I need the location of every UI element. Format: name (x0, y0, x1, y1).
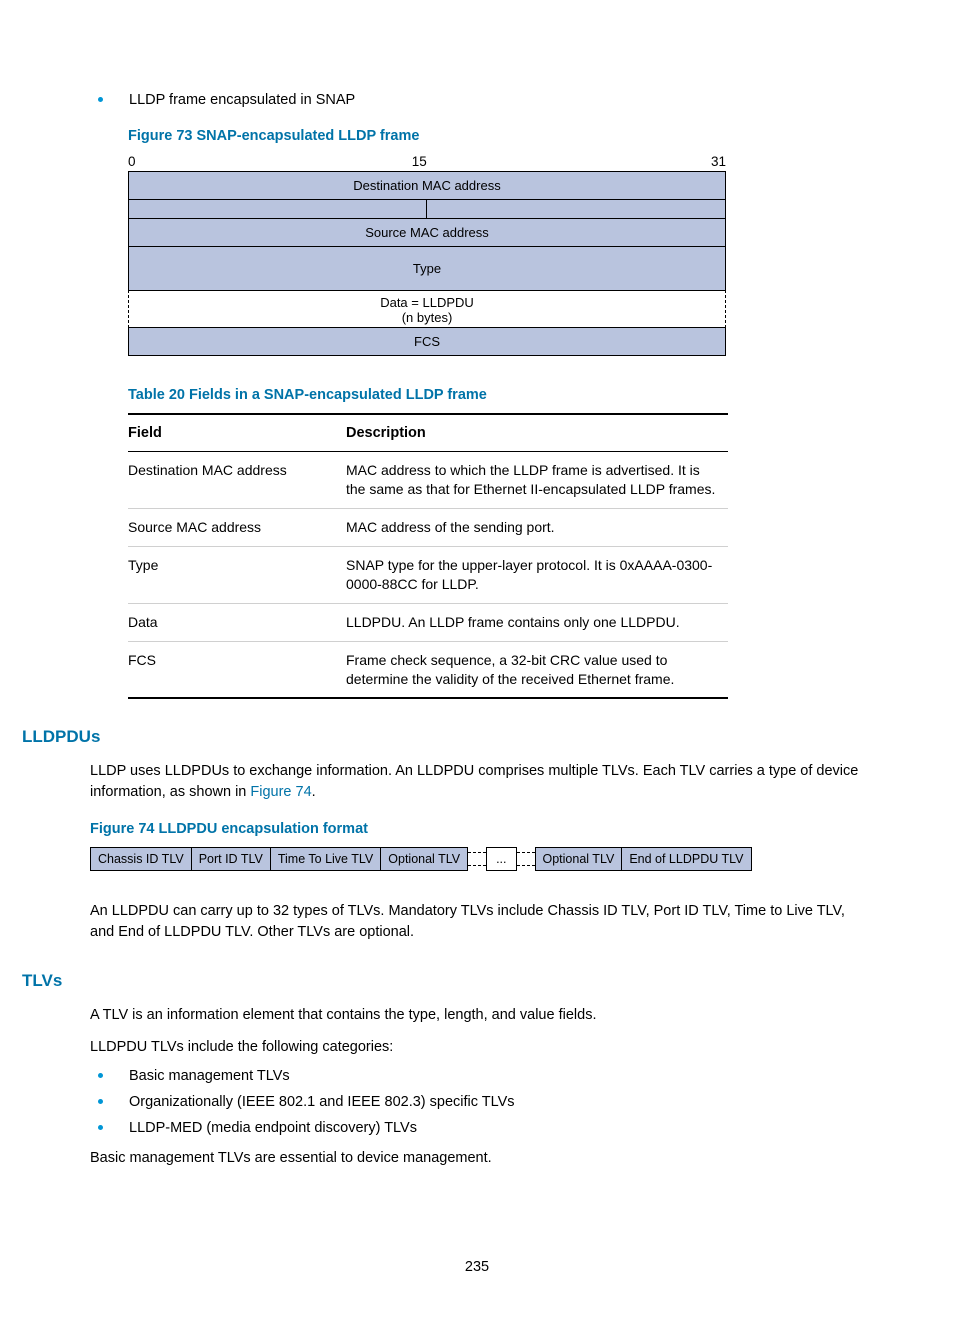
frame-data-line1: Data = LLDPDU (129, 295, 725, 310)
frame-field-dest-mac: Destination MAC address (128, 171, 726, 200)
table-cell-desc: SNAP type for the upper-layer protocol. … (346, 546, 728, 603)
figure-link[interactable]: Figure 74 (250, 784, 311, 800)
table-cell-field: Type (128, 546, 346, 603)
frame-data-line2: (n bytes) (129, 310, 725, 325)
para-text: . (312, 784, 316, 800)
bullet-text: Organizationally (IEEE 802.1 and IEEE 80… (129, 1092, 515, 1112)
bullet-item: LLDP-MED (media endpoint discovery) TLVs (98, 1118, 864, 1138)
table-cell-field: Source MAC address (128, 509, 346, 547)
table-cell-field: Destination MAC address (128, 452, 346, 509)
figure-caption: Figure 73 SNAP-encapsulated LLDP frame (128, 128, 864, 144)
table-header-row: Field Description (128, 414, 728, 452)
table-cell-desc: LLDPDU. An LLDP frame contains only one … (346, 603, 728, 641)
bullet-text: LLDP frame encapsulated in SNAP (129, 90, 355, 110)
bullet-icon (98, 1099, 103, 1104)
table-cell-desc: MAC address to which the LLDP frame is a… (346, 452, 728, 509)
bullet-icon (98, 1125, 103, 1130)
table-cell-desc: MAC address of the sending port. (346, 509, 728, 547)
document-page: LLDP frame encapsulated in SNAP Figure 7… (0, 0, 954, 1335)
table-row: Source MAC address MAC address of the se… (128, 509, 728, 547)
tlv-box-chassis: Chassis ID TLV (90, 847, 192, 871)
bullet-item: Basic management TLVs (98, 1066, 864, 1086)
body-paragraph: Basic management TLVs are essential to d… (90, 1148, 864, 1169)
tlv-box-optional: Optional TLV (535, 847, 623, 871)
table-row: FCS Frame check sequence, a 32-bit CRC v… (128, 641, 728, 698)
frame-half (427, 199, 726, 219)
section-heading-lldpdus: LLDPDUs (22, 727, 864, 747)
bit-label: 0 (128, 154, 136, 169)
body-paragraph: LLDP uses LLDPDUs to exchange informatio… (90, 761, 864, 803)
table-cell-field: FCS (128, 641, 346, 698)
frame-field-split (128, 199, 726, 219)
tlv-box-port: Port ID TLV (192, 847, 271, 871)
bit-label: 15 (412, 154, 427, 169)
bullet-text: LLDP-MED (media endpoint discovery) TLVs (129, 1118, 417, 1138)
table-caption: Table 20 Fields in a SNAP-encapsulated L… (128, 387, 864, 403)
section-heading-tlvs: TLVs (22, 971, 864, 991)
figure-caption: Figure 74 LLDPDU encapsulation format (90, 821, 864, 837)
para-text: LLDP uses LLDPDUs to exchange informatio… (90, 763, 858, 800)
bit-labels-row: 0 15 31 (128, 154, 726, 171)
fields-table: Field Description Destination MAC addres… (128, 413, 728, 699)
frame-field-data: Data = LLDPDU (n bytes) (128, 290, 726, 328)
table-header-desc: Description (346, 414, 728, 452)
dash-connector (517, 852, 535, 866)
table-cell-field: Data (128, 603, 346, 641)
tlv-diagram: Chassis ID TLV Port ID TLV Time To Live … (90, 847, 864, 871)
body-paragraph: A TLV is an information element that con… (90, 1005, 864, 1026)
table-row: Type SNAP type for the upper-layer proto… (128, 546, 728, 603)
frame-half (128, 199, 427, 219)
bullet-item: Organizationally (IEEE 802.1 and IEEE 80… (98, 1092, 864, 1112)
frame-field-src-mac: Source MAC address (128, 218, 726, 247)
frame-field-fcs: FCS (128, 327, 726, 356)
tlv-box-end: End of LLDPDU TLV (622, 847, 751, 871)
frame-field-type: Type (128, 246, 726, 291)
tlv-box-optional: Optional TLV (381, 847, 468, 871)
dash-connector (468, 852, 486, 866)
tlv-box-ellipsis: ... (486, 847, 516, 871)
bullet-item: LLDP frame encapsulated in SNAP (98, 90, 864, 110)
table-row: Destination MAC address MAC address to w… (128, 452, 728, 509)
bullet-icon (98, 97, 103, 102)
page-number: 235 (90, 1259, 864, 1275)
bullet-icon (98, 1073, 103, 1078)
body-paragraph: An LLDPDU can carry up to 32 types of TL… (90, 901, 864, 943)
table-row: Data LLDPDU. An LLDP frame contains only… (128, 603, 728, 641)
bullet-text: Basic management TLVs (129, 1066, 290, 1086)
tlv-box-ttl: Time To Live TLV (271, 847, 381, 871)
body-paragraph: LLDPDU TLVs include the following catego… (90, 1037, 864, 1058)
table-cell-desc: Frame check sequence, a 32-bit CRC value… (346, 641, 728, 698)
frame-diagram: 0 15 31 Destination MAC address Source M… (128, 154, 726, 356)
table-header-field: Field (128, 414, 346, 452)
bit-label: 31 (711, 154, 726, 169)
